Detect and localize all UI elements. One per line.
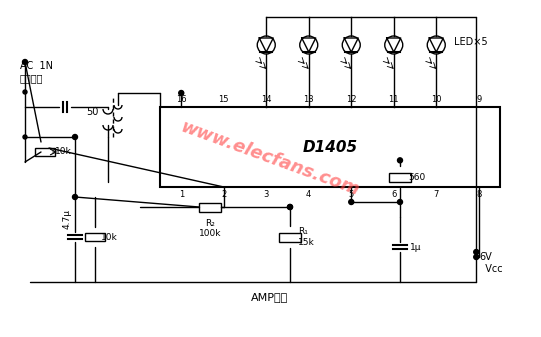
Circle shape xyxy=(474,254,479,259)
Text: 5: 5 xyxy=(348,190,354,199)
Text: R₁
15k: R₁ 15k xyxy=(298,227,315,247)
Text: 10k: 10k xyxy=(55,148,72,156)
Circle shape xyxy=(287,205,293,210)
Text: 1μ: 1μ xyxy=(410,243,421,251)
Text: 9: 9 xyxy=(476,95,481,104)
Circle shape xyxy=(287,205,293,210)
Text: 560: 560 xyxy=(408,173,425,182)
Circle shape xyxy=(23,90,27,94)
Text: 6: 6 xyxy=(391,190,397,199)
Circle shape xyxy=(72,194,77,200)
Bar xyxy=(199,203,221,212)
Text: 13: 13 xyxy=(304,95,314,104)
Text: 16: 16 xyxy=(176,95,187,104)
Circle shape xyxy=(179,91,184,95)
Text: 10k: 10k xyxy=(101,233,118,242)
Text: 50: 50 xyxy=(87,107,99,117)
Text: 12: 12 xyxy=(346,95,357,104)
Text: 10: 10 xyxy=(431,95,441,104)
Circle shape xyxy=(349,200,354,205)
Text: 2: 2 xyxy=(221,190,226,199)
Circle shape xyxy=(474,249,479,254)
Bar xyxy=(389,173,411,182)
Bar xyxy=(35,148,55,156)
Circle shape xyxy=(23,60,28,64)
Circle shape xyxy=(72,134,77,140)
Text: 3: 3 xyxy=(263,190,269,199)
Circle shape xyxy=(23,135,27,139)
Circle shape xyxy=(398,158,403,163)
Text: R₂
100k: R₂ 100k xyxy=(199,219,221,238)
Text: LED×5: LED×5 xyxy=(454,37,488,47)
Text: 8: 8 xyxy=(476,190,481,199)
Text: 1: 1 xyxy=(179,190,184,199)
Text: D1405: D1405 xyxy=(302,140,358,154)
Circle shape xyxy=(398,200,403,205)
Text: AMP反馈: AMP反馈 xyxy=(252,292,289,302)
Text: 14: 14 xyxy=(261,95,272,104)
Text: 4.7μ: 4.7μ xyxy=(63,209,72,229)
Bar xyxy=(160,107,500,187)
Bar xyxy=(279,233,301,242)
Text: 6V
  Vcc: 6V Vcc xyxy=(479,252,503,274)
Text: 11: 11 xyxy=(388,95,399,104)
Bar xyxy=(85,233,105,241)
Text: www.elecfans.com: www.elecfans.com xyxy=(178,118,362,200)
Text: 4: 4 xyxy=(306,190,312,199)
Text: 7: 7 xyxy=(433,190,439,199)
Text: AC  1N
接扬声器: AC 1N 接扬声器 xyxy=(20,61,53,83)
Text: 15: 15 xyxy=(219,95,229,104)
